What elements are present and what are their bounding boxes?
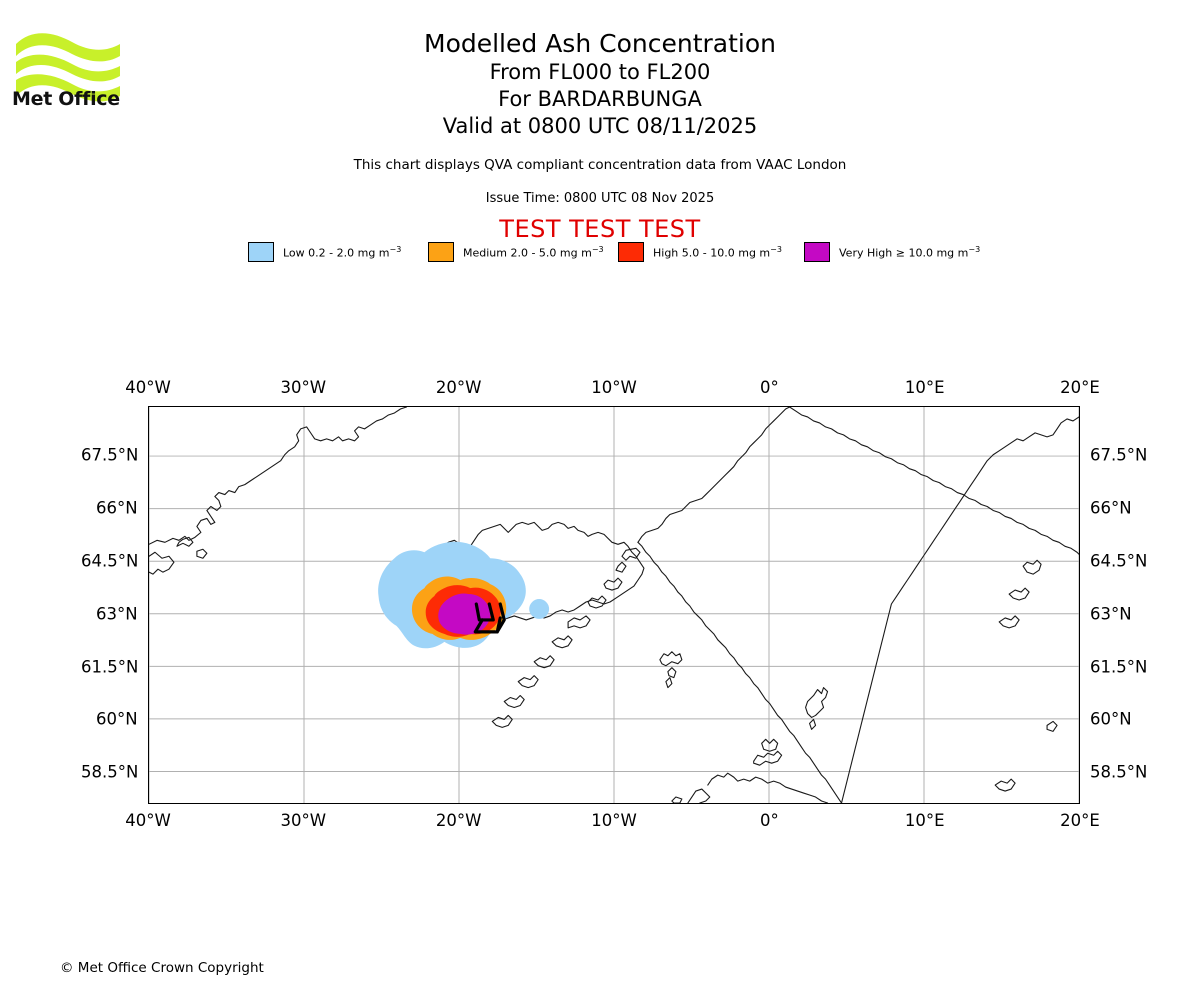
copyright-text: © Met Office Crown Copyright (60, 960, 264, 976)
qva-note: This chart displays QVA compliant concen… (353, 157, 847, 173)
legend-entry-0: Low 0.2 - 2.0 mg m−3 (248, 241, 401, 263)
coastline-greenland (149, 407, 407, 575)
lat-label-right-1: 66°N (1090, 498, 1132, 518)
lon-label-bottom-2: 20°W (435, 811, 482, 830)
volcano-name-line: For BARDARBUNGA (498, 87, 702, 111)
lat-label-left-4: 61.5°N (81, 657, 139, 677)
lon-label-top-5: 10°E (904, 378, 945, 397)
issue-time: Issue Time: 0800 UTC 08 Nov 2025 (485, 191, 715, 206)
legend-label-1: Medium 2.0 - 5.0 mg m−3 (463, 244, 604, 260)
lon-label-top-4: 0° (759, 378, 779, 397)
lon-label-bottom-4: 0° (759, 811, 779, 830)
legend-swatch-2 (618, 242, 644, 262)
lon-label-bottom-3: 10°W (591, 811, 637, 830)
test-banner: TEST TEST TEST (499, 215, 701, 243)
lat-label-right-0: 67.5°N (1090, 445, 1148, 465)
flight-level-line: From FL000 to FL200 (489, 60, 711, 84)
lat-label-left-1: 66°N (96, 498, 138, 518)
coastline-scandinavia (491, 407, 1079, 803)
lon-label-bottom-5: 10°E (904, 811, 945, 830)
legend-label-3: Very High ≥ 10.0 mg m−3 (839, 244, 981, 260)
valid-time-line: Valid at 0800 UTC 08/11/2025 (442, 114, 758, 138)
lon-label-bottom-1: 30°W (280, 811, 327, 830)
page-title: Modelled Ash Concentration (424, 29, 776, 58)
lat-label-left-5: 60°N (96, 709, 138, 729)
lat-label-left-2: 64.5°N (81, 551, 139, 571)
ash-plume-contours (378, 541, 550, 649)
lon-label-top-1: 30°W (280, 378, 327, 397)
met-office-wordmark: Met Office (12, 88, 120, 110)
lon-label-top-6: 20°E (1060, 378, 1100, 397)
lat-label-right-6: 58.5°N (1090, 762, 1148, 782)
lat-label-left-6: 58.5°N (81, 762, 139, 782)
legend-entry-1: Medium 2.0 - 5.0 mg m−3 (428, 241, 604, 263)
map-plot-area (148, 406, 1080, 804)
lon-label-bottom-6: 20°E (1060, 811, 1100, 830)
lat-label-right-3: 63°N (1090, 604, 1132, 624)
volcano-marker-icon (473, 602, 506, 634)
coastline-british-isles (659, 651, 829, 803)
map-gridlines (149, 407, 1079, 803)
lat-label-right-5: 60°N (1090, 709, 1132, 729)
legend-swatch-3 (804, 242, 830, 262)
lon-label-top-3: 10°W (591, 378, 637, 397)
legend-swatch-1 (428, 242, 454, 262)
met-office-wave-icon (16, 33, 120, 102)
lon-label-top-0: 40°W (125, 378, 171, 397)
map-canvas (149, 407, 1079, 803)
lon-label-top-2: 20°W (435, 378, 482, 397)
lat-label-right-2: 64.5°N (1090, 551, 1148, 571)
ash-contour-low-island (529, 599, 550, 619)
lat-label-left-0: 67.5°N (81, 445, 139, 465)
legend-swatch-0 (248, 242, 274, 262)
legend-label-2: High 5.0 - 10.0 mg m−3 (653, 244, 782, 260)
lat-label-left-3: 63°N (96, 604, 138, 624)
concentration-legend: Low 0.2 - 2.0 mg m−3 Medium 2.0 - 5.0 mg … (248, 241, 1008, 263)
chart-title-block: Modelled Ash Concentration From FL000 to… (0, 28, 1200, 140)
lon-label-bottom-0: 40°W (125, 811, 171, 830)
met-office-logo (14, 26, 124, 116)
legend-entry-2: High 5.0 - 10.0 mg m−3 (618, 241, 782, 263)
legend-label-0: Low 0.2 - 2.0 mg m−3 (283, 244, 402, 260)
legend-entry-3: Very High ≥ 10.0 mg m−3 (804, 241, 980, 263)
lat-label-right-4: 61.5°N (1090, 657, 1148, 677)
